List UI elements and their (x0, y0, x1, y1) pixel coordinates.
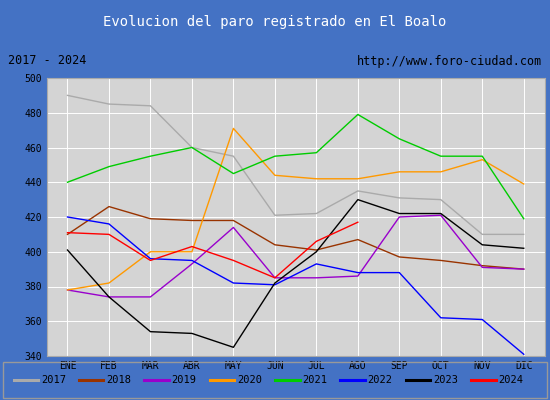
Text: 2017: 2017 (41, 375, 66, 385)
Text: 2021: 2021 (302, 375, 327, 385)
Text: 2018: 2018 (106, 375, 131, 385)
Text: 2022: 2022 (367, 375, 393, 385)
Text: http://www.foro-ciudad.com: http://www.foro-ciudad.com (356, 54, 542, 68)
Text: 2019: 2019 (172, 375, 196, 385)
Text: 2023: 2023 (433, 375, 458, 385)
Text: 2017 - 2024: 2017 - 2024 (8, 54, 87, 68)
Text: 2020: 2020 (237, 375, 262, 385)
Text: 2024: 2024 (498, 375, 523, 385)
Text: Evolucion del paro registrado en El Boalo: Evolucion del paro registrado en El Boal… (103, 15, 447, 29)
